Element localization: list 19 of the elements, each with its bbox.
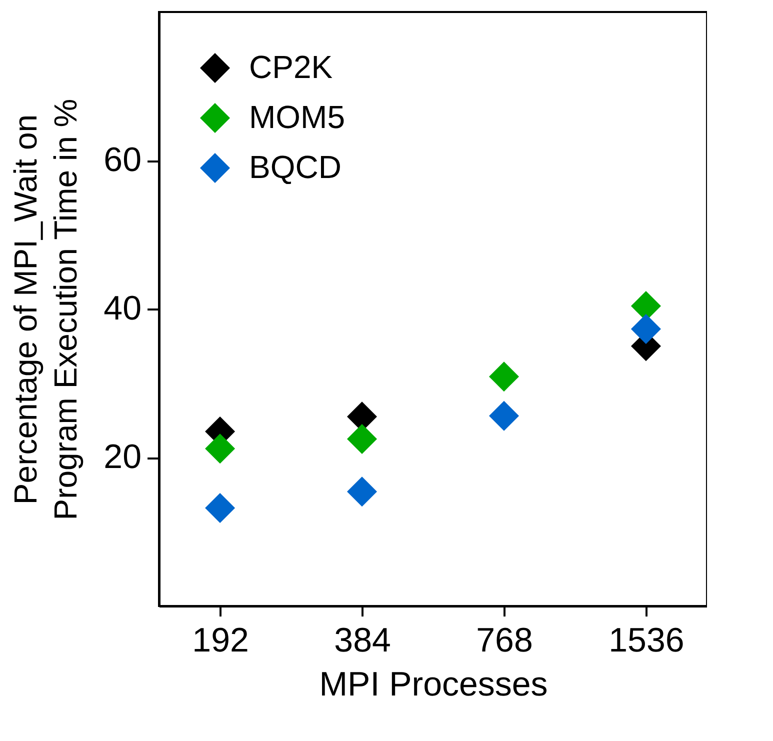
x-tick-label: 384 — [334, 622, 391, 660]
legend-label: CP2K — [249, 49, 333, 85]
point — [205, 492, 236, 523]
x-tick-label: 1536 — [608, 622, 684, 660]
point — [347, 424, 378, 454]
y-axis-title: Percentage of MPI_Wait on Program Execution Time in % — [8, 98, 84, 520]
y-tick-label: 60 — [104, 141, 142, 179]
point — [347, 476, 378, 507]
legend-label: BQCD — [249, 149, 342, 185]
point — [630, 314, 661, 344]
y-tick-label: 20 — [104, 438, 142, 476]
y-tick-label: 40 — [104, 290, 142, 328]
point — [205, 434, 236, 464]
legend-label: MOM5 — [249, 99, 345, 135]
point — [488, 400, 519, 431]
x-tick-label: 768 — [476, 622, 533, 660]
point — [488, 362, 519, 392]
x-axis-title: MPI Processes — [319, 666, 548, 704]
x-tick-label: 192 — [192, 622, 249, 660]
